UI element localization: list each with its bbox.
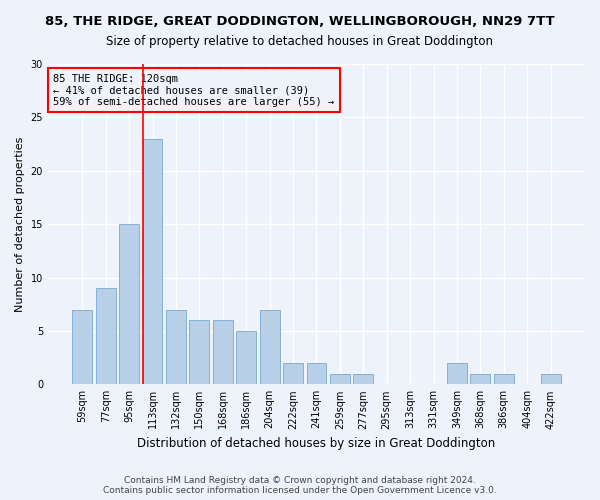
Bar [119, 224, 139, 384]
Bar [353, 374, 373, 384]
Bar [73, 310, 92, 384]
Bar [470, 374, 490, 384]
Bar [447, 363, 467, 384]
Bar [190, 320, 209, 384]
Bar [307, 363, 326, 384]
Text: Contains HM Land Registry data © Crown copyright and database right 2024.
Contai: Contains HM Land Registry data © Crown c… [103, 476, 497, 495]
Bar [143, 138, 163, 384]
Bar [494, 374, 514, 384]
Bar [166, 310, 186, 384]
Bar [541, 374, 560, 384]
Bar [96, 288, 116, 384]
Text: Size of property relative to detached houses in Great Doddington: Size of property relative to detached ho… [107, 35, 493, 48]
Text: 85 THE RIDGE: 120sqm
← 41% of detached houses are smaller (39)
59% of semi-detac: 85 THE RIDGE: 120sqm ← 41% of detached h… [53, 74, 335, 107]
Text: 85, THE RIDGE, GREAT DODDINGTON, WELLINGBOROUGH, NN29 7TT: 85, THE RIDGE, GREAT DODDINGTON, WELLING… [45, 15, 555, 28]
Bar [260, 310, 280, 384]
Bar [283, 363, 303, 384]
Bar [236, 331, 256, 384]
Bar [330, 374, 350, 384]
Bar [213, 320, 233, 384]
Y-axis label: Number of detached properties: Number of detached properties [15, 136, 25, 312]
X-axis label: Distribution of detached houses by size in Great Doddington: Distribution of detached houses by size … [137, 437, 496, 450]
